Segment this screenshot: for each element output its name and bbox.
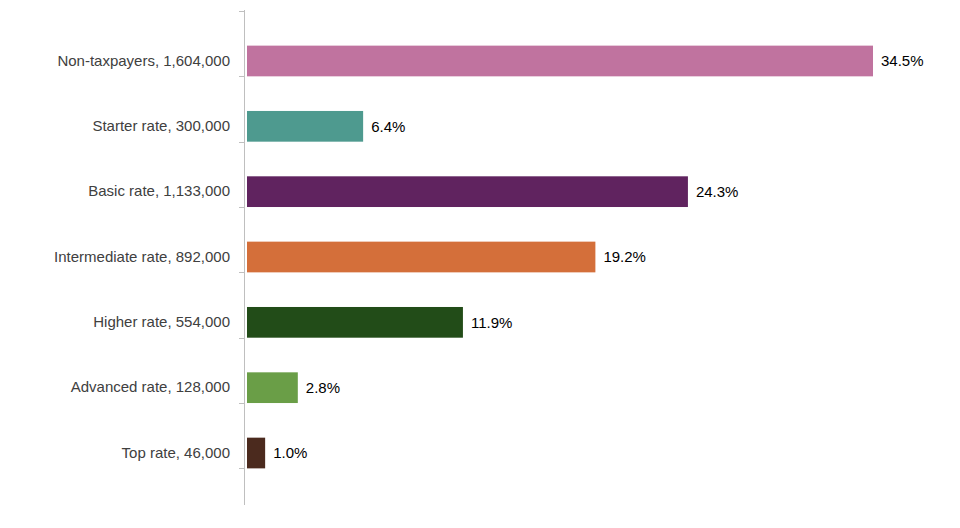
bar	[247, 307, 463, 338]
axis-line	[244, 10, 245, 505]
data-label: 1.0%	[273, 444, 307, 461]
chart: Non-taxpayers, 1,604,000 Starter rate, 30…	[0, 0, 960, 528]
band-divider	[239, 207, 244, 208]
tick: Basic rate, 1,133,000	[88, 182, 244, 199]
band-divider	[239, 76, 244, 77]
bar	[247, 242, 595, 273]
band-divider	[239, 11, 244, 12]
category-label: Top rate, 46,000	[122, 444, 230, 461]
band-divider	[239, 338, 244, 339]
data-label: 11.9%	[471, 314, 512, 331]
category-label: Intermediate rate, 892,000	[54, 248, 230, 265]
data-label: 6.4%	[371, 118, 405, 135]
tick: Higher rate, 554,000	[93, 313, 244, 330]
data-label: 34.5%	[881, 52, 924, 69]
category-label: Advanced rate, 128,000	[71, 378, 230, 395]
band-divider	[239, 403, 244, 404]
category-axis: Non-taxpayers, 1,604,000 Starter rate, 30…	[54, 10, 244, 505]
tick: Advanced rate, 128,000	[71, 378, 244, 395]
band-divider	[239, 468, 244, 469]
bar	[247, 46, 873, 77]
category-label: Starter rate, 300,000	[92, 117, 230, 134]
tick: Top rate, 46,000	[122, 444, 244, 461]
bars	[247, 46, 873, 469]
category-label: Basic rate, 1,133,000	[88, 182, 230, 199]
bar	[247, 111, 363, 142]
category-label: Higher rate, 554,000	[93, 313, 230, 330]
data-label: 2.8%	[306, 379, 340, 396]
bar	[247, 372, 298, 403]
tick: Starter rate, 300,000	[92, 117, 244, 134]
data-labels: 34.5% 6.4% 24.3% 19.2% 11.9% 2.8% 1.0%	[273, 52, 923, 461]
data-label: 19.2%	[603, 248, 646, 265]
band-divider	[239, 272, 244, 273]
bar	[247, 438, 265, 469]
tick: Intermediate rate, 892,000	[54, 248, 244, 265]
category-label: Non-taxpayers, 1,604,000	[57, 52, 230, 69]
data-label: 24.3%	[696, 183, 739, 200]
band-divider	[239, 142, 244, 143]
band-dividers	[239, 12, 244, 469]
tick: Non-taxpayers, 1,604,000	[57, 52, 244, 69]
bar	[247, 176, 688, 207]
